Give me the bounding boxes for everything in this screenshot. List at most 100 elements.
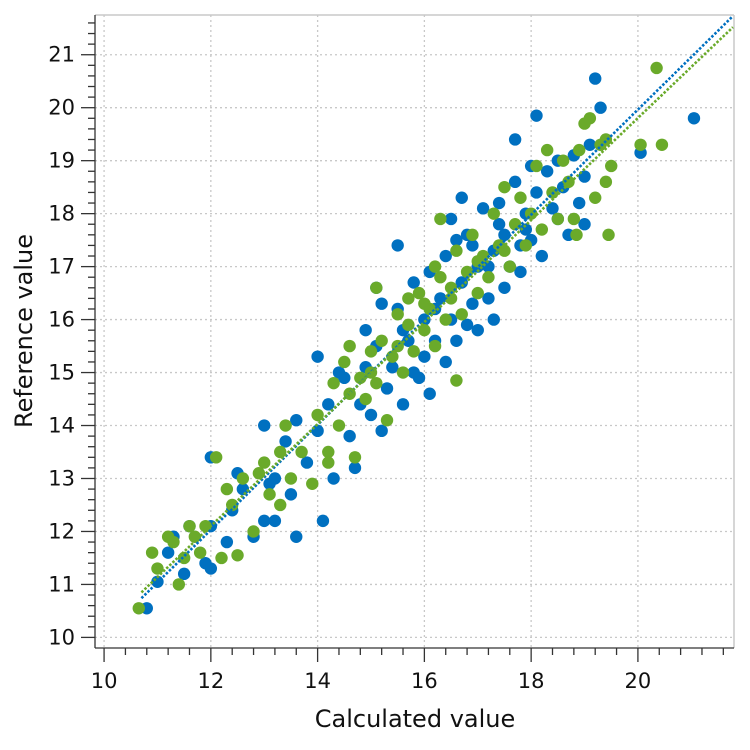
regression-lines	[140, 15, 734, 600]
data-point-series-2	[167, 535, 180, 549]
data-point-series-2	[172, 578, 186, 591]
grid	[95, 15, 734, 648]
data-point-series-2	[132, 602, 145, 615]
data-point-series-2	[439, 313, 452, 326]
data-point-series-1	[498, 281, 511, 294]
data-point-series-1	[316, 514, 330, 528]
data-point-series-1	[391, 239, 404, 252]
data-point-series-1	[476, 202, 490, 215]
y-tick-label: 12	[48, 519, 75, 543]
data-point-series-2	[391, 308, 404, 321]
data-point-series-1	[220, 535, 234, 549]
data-point-series-2	[556, 154, 570, 167]
data-point-series-2	[602, 228, 615, 242]
data-point-series-2	[327, 376, 340, 390]
data-point-series-2	[407, 345, 420, 358]
data-point-series-1	[535, 249, 549, 263]
data-point-series-2	[370, 281, 383, 294]
data-point-series-1	[386, 361, 399, 374]
data-point-series-1	[258, 514, 271, 528]
data-point-series-2	[605, 159, 618, 173]
data-point-series-2	[284, 472, 298, 485]
data-point-series-2	[375, 334, 388, 347]
data-point-series-2	[247, 525, 260, 538]
data-point-series-1	[380, 382, 394, 395]
data-point-series-2	[343, 387, 356, 400]
data-point-series-1	[589, 72, 602, 85]
data-point-series-1	[284, 488, 298, 501]
data-point-series-1	[327, 472, 340, 485]
data-point-series-2	[252, 466, 266, 480]
data-point-series-1	[482, 260, 495, 273]
data-point-series-2	[348, 451, 362, 464]
data-point-series-2	[322, 456, 335, 469]
data-point-series-2	[364, 366, 378, 379]
data-point-series-2	[236, 472, 250, 485]
data-point-series-1	[492, 196, 506, 210]
data-point-series-1	[546, 202, 559, 215]
data-point-series-1	[455, 191, 468, 204]
y-tick-label: 15	[48, 361, 75, 385]
data-point-series-1	[492, 218, 506, 231]
data-point-series-1	[396, 398, 410, 411]
data-point-series-2	[450, 374, 463, 387]
data-point-series-1	[290, 530, 303, 543]
data-point-series-2	[145, 546, 159, 559]
data-point-series-2	[530, 159, 543, 173]
data-point-series-2	[380, 414, 394, 427]
data-point-series-1	[460, 318, 474, 332]
y-tick-label: 17	[48, 255, 75, 279]
data-point-series-1	[258, 419, 271, 432]
y-tick-label: 10	[48, 625, 75, 649]
data-point-series-2	[471, 286, 484, 300]
data-point-series-2	[508, 218, 522, 231]
data-point-series-1	[236, 482, 250, 496]
data-point-series-2	[589, 191, 602, 204]
data-point-series-1	[375, 424, 388, 438]
data-point-series-1	[572, 196, 586, 210]
data-point-series-2	[471, 255, 484, 268]
data-point-series-2	[444, 281, 458, 294]
data-point-series-1	[530, 109, 543, 122]
data-point-series-1	[578, 218, 591, 231]
data-point-series-2	[332, 419, 346, 432]
plot-frame	[95, 14, 735, 648]
data-point-series-1	[161, 546, 175, 559]
y-tick-label: 20	[48, 96, 75, 120]
data-point-series-2	[434, 212, 447, 226]
data-point-series-2	[215, 551, 228, 565]
data-point-series-2	[274, 445, 287, 459]
data-point-series-2	[322, 445, 335, 459]
data-point-series-2	[562, 175, 575, 189]
data-point-series-1	[594, 101, 607, 114]
data-point-series-2	[418, 323, 431, 337]
data-point-series-2	[551, 212, 565, 226]
data-point-series-1	[487, 313, 500, 326]
data-point-series-2	[572, 143, 586, 157]
data-point-series-2	[599, 133, 613, 146]
data-point-series-2	[418, 297, 431, 310]
data-point-series-2	[450, 244, 463, 257]
data-point-series-1	[450, 233, 463, 247]
data-point-series-2	[183, 519, 196, 533]
data-point-series-2	[482, 271, 495, 284]
data-point-series-1	[508, 133, 522, 146]
data-point-series-2	[535, 223, 549, 236]
data-point-series-2	[655, 138, 669, 151]
data-point-series-1	[466, 239, 479, 252]
y-tick-label: 18	[48, 202, 75, 226]
x-tick-label: 16	[411, 669, 438, 693]
y-tick-label: 19	[48, 149, 75, 173]
data-point-series-1	[466, 297, 479, 310]
data-point-series-2	[391, 339, 404, 353]
regression-line-series-1	[140, 15, 734, 600]
data-point-series-1	[300, 456, 314, 469]
y-tick-label: 13	[48, 466, 75, 490]
data-point-series-1	[514, 265, 527, 279]
data-point-series-2	[396, 366, 410, 379]
data-point-series-1	[290, 414, 303, 427]
axes: 10 11 12 13 14 15 16 17 18 19 20 21 10 12 14 16 18 20	[48, 15, 734, 693]
data-point-series-2	[177, 551, 191, 565]
data-point-series-1	[343, 429, 356, 443]
data-point-series-1	[450, 334, 463, 347]
